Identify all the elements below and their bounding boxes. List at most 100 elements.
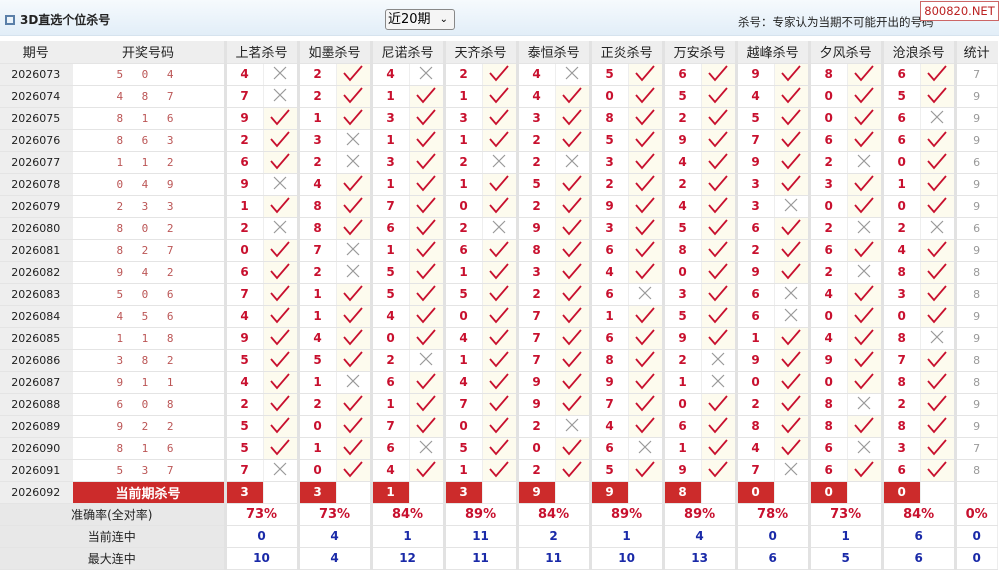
current-kill-number: 0 <box>880 481 921 504</box>
check-icon <box>701 459 737 482</box>
kill-number: 9 <box>223 107 264 130</box>
cross-icon <box>409 349 445 372</box>
current-row: 2026092 当前期杀号 3 3 1 3 9 9 8 0 0 0 <box>0 481 998 504</box>
check-icon <box>774 239 810 262</box>
kill-number: 0 <box>807 371 848 394</box>
kill-number: 6 <box>223 261 264 284</box>
kill-number: 2 <box>296 85 337 108</box>
kill-number: 7 <box>223 283 264 306</box>
check-icon <box>920 261 956 284</box>
streak-row-label: 当前连中 <box>0 525 226 548</box>
kill-number: 2 <box>223 217 264 240</box>
check-icon <box>628 261 664 284</box>
check-icon <box>920 393 956 416</box>
accuracy-row-value: 89% <box>442 503 518 526</box>
kill-number: 7 <box>515 349 556 372</box>
cross-icon <box>774 305 810 328</box>
check-icon <box>847 327 883 350</box>
stat-cell: 6 <box>953 217 998 240</box>
empty-cell <box>847 481 883 504</box>
check-icon <box>409 85 445 108</box>
check-icon <box>263 261 299 284</box>
kill-number: 7 <box>515 327 556 350</box>
kill-number: 2 <box>515 129 556 152</box>
period-cell: 2026077 <box>0 151 73 174</box>
kill-number: 1 <box>442 459 483 482</box>
current-kill-number: 8 <box>661 481 702 504</box>
draw-number: 9 4 2 <box>72 261 226 284</box>
max-streak-row: 最大连中 10 4 12 11 11 10 13 6 5 6 0 <box>0 547 998 570</box>
current-kill-number: 3 <box>296 481 337 504</box>
kill-number: 2 <box>734 239 775 262</box>
check-icon <box>336 173 372 196</box>
check-icon <box>628 63 664 86</box>
kill-number: 8 <box>880 371 921 394</box>
accuracy-row-value: 84% <box>369 503 445 526</box>
kill-number: 1 <box>296 371 337 394</box>
check-icon <box>482 283 518 306</box>
kill-number: 7 <box>588 393 629 416</box>
check-icon <box>847 371 883 394</box>
header-bar: 3D直选个位杀号 近20期 ⌄ 杀号：专家认为当期不可能开出的号码 800820.… <box>0 0 999 36</box>
cross-icon <box>482 217 518 240</box>
cross-icon <box>774 283 810 306</box>
kill-number: 1 <box>734 327 775 350</box>
kill-number: 9 <box>661 129 702 152</box>
check-icon <box>774 217 810 240</box>
cross-icon <box>336 261 372 284</box>
check-icon <box>920 129 956 152</box>
header-expert: 上茗杀号 <box>223 41 299 64</box>
kill-number: 7 <box>734 129 775 152</box>
kill-number: 4 <box>588 415 629 438</box>
kill-number: 3 <box>880 283 921 306</box>
cross-icon <box>263 85 299 108</box>
kill-number: 2 <box>515 151 556 174</box>
kill-number: 8 <box>807 393 848 416</box>
max-streak-row-value: 11 <box>442 547 518 570</box>
kill-number: 2 <box>880 393 921 416</box>
kill-number: 3 <box>369 107 410 130</box>
kill-number: 1 <box>296 305 337 328</box>
kill-number: 1 <box>369 129 410 152</box>
check-icon <box>847 239 883 262</box>
kill-number: 2 <box>515 283 556 306</box>
accuracy-row-label: 准确率(全对率) <box>0 503 226 526</box>
check-icon <box>555 173 591 196</box>
kill-number: 3 <box>515 261 556 284</box>
check-icon <box>482 327 518 350</box>
period-cell: 2026084 <box>0 305 73 328</box>
check-icon <box>336 63 372 86</box>
period-cell: 2026092 <box>0 481 73 504</box>
cross-icon <box>409 63 445 86</box>
kill-number: 0 <box>880 195 921 218</box>
period-select[interactable]: 近20期 ⌄ <box>385 9 455 30</box>
kill-number: 3 <box>734 195 775 218</box>
check-icon <box>482 85 518 108</box>
stat-cell <box>953 481 998 504</box>
header-expert: 如墨杀号 <box>296 41 372 64</box>
max-streak-row-value: 5 <box>807 547 883 570</box>
kill-number: 2 <box>223 129 264 152</box>
check-icon <box>774 63 810 86</box>
check-icon <box>336 437 372 460</box>
header-expert: 尼诺杀号 <box>369 41 445 64</box>
stat-cell: 9 <box>953 195 998 218</box>
check-icon <box>555 437 591 460</box>
kill-number: 7 <box>734 459 775 482</box>
max-streak-row-value: 11 <box>515 547 591 570</box>
check-icon <box>701 195 737 218</box>
accuracy-row-value: 84% <box>880 503 956 526</box>
kill-number: 8 <box>661 239 702 262</box>
check-icon <box>847 283 883 306</box>
period-cell: 2026091 <box>0 459 73 482</box>
streak-row-value: 1 <box>807 525 883 548</box>
kill-number: 4 <box>515 63 556 86</box>
check-icon <box>482 129 518 152</box>
draw-number: 1 1 2 <box>72 151 226 174</box>
